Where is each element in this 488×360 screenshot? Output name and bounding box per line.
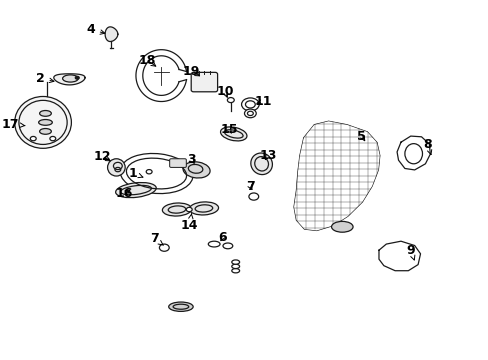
Ellipse shape [15,96,71,148]
Ellipse shape [39,120,52,125]
Text: 4: 4 [86,23,104,36]
Ellipse shape [189,202,218,215]
Polygon shape [105,27,118,41]
Ellipse shape [115,183,156,198]
Ellipse shape [241,98,259,111]
Text: 17: 17 [2,118,25,131]
Text: 18: 18 [139,54,156,67]
Polygon shape [378,241,420,271]
Ellipse shape [183,162,210,178]
Ellipse shape [168,302,193,311]
Ellipse shape [62,75,78,82]
Ellipse shape [220,127,246,141]
Ellipse shape [40,129,51,134]
Ellipse shape [231,269,239,273]
Text: 1: 1 [128,167,142,180]
Ellipse shape [404,144,422,164]
Ellipse shape [247,111,253,116]
Ellipse shape [107,159,125,176]
Ellipse shape [40,111,51,116]
Polygon shape [25,234,232,305]
Ellipse shape [186,207,192,212]
Text: 8: 8 [423,138,431,154]
Text: 3: 3 [187,153,196,166]
Text: 11: 11 [254,95,271,108]
Ellipse shape [159,244,169,251]
FancyBboxPatch shape [169,159,186,167]
Text: 6: 6 [218,231,226,244]
Ellipse shape [50,136,56,141]
FancyBboxPatch shape [191,72,217,92]
Ellipse shape [75,76,79,79]
Ellipse shape [162,203,191,216]
Ellipse shape [231,260,239,264]
Ellipse shape [223,243,232,249]
Text: 5: 5 [357,130,366,143]
Ellipse shape [250,153,272,175]
Ellipse shape [30,136,36,141]
Text: 12: 12 [94,150,111,163]
Ellipse shape [331,221,352,232]
Polygon shape [396,136,429,170]
Polygon shape [54,74,85,85]
Ellipse shape [245,101,255,108]
Text: 13: 13 [259,149,276,162]
Text: 9: 9 [406,244,414,260]
Text: 10: 10 [216,85,233,98]
Text: 19: 19 [183,65,200,78]
Text: 14: 14 [181,213,198,232]
Ellipse shape [146,170,152,174]
Ellipse shape [120,153,192,194]
Ellipse shape [231,264,239,269]
Text: 15: 15 [220,123,237,136]
Ellipse shape [244,109,256,118]
Text: 7: 7 [149,232,163,245]
Ellipse shape [208,241,220,247]
Text: 16: 16 [116,187,133,200]
Ellipse shape [227,98,234,103]
Ellipse shape [248,193,258,200]
Polygon shape [293,121,380,231]
Text: 7: 7 [245,180,254,193]
Text: 2: 2 [36,72,54,85]
